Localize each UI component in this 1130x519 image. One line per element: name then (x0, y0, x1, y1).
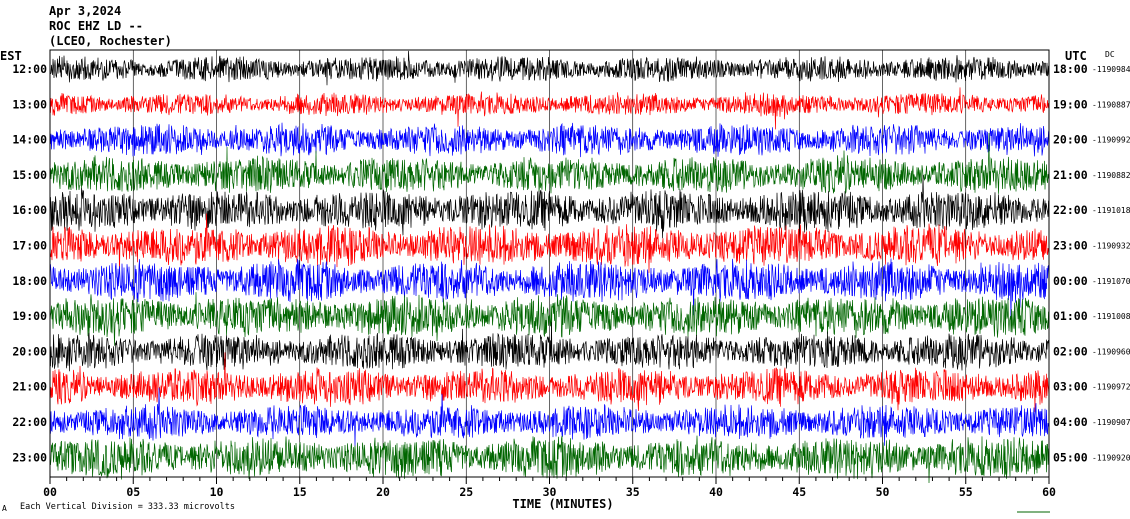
trace-1200 (49, 50, 1050, 86)
x-tick-label: 00 (43, 485, 57, 499)
x-tick-label: 10 (210, 485, 224, 499)
est-label: 21:00 (12, 380, 47, 394)
dc-value: -1191018 (1092, 206, 1130, 215)
trace-1700 (49, 213, 1050, 273)
dc-value: -1190887 (1092, 100, 1130, 109)
x-tick-label: 05 (126, 485, 140, 499)
utc-label: 19:00 (1053, 97, 1088, 111)
trace-2200 (49, 387, 1050, 447)
dc-label: DC (1105, 50, 1115, 59)
est-label: 18:00 (12, 274, 47, 288)
trace-1900 (49, 292, 1050, 346)
x-tick-label: 15 (293, 485, 307, 499)
x-tick-label: 60 (1042, 485, 1056, 499)
est-label: 12:00 (12, 62, 47, 76)
header-station: ROC EHZ LD -- (49, 19, 143, 33)
dc-value: -1190882 (1092, 171, 1130, 180)
header-date: Apr 3,2024 (49, 4, 121, 18)
x-axis-ticks: 00 05 10 15 20 25 30 35 40 45 50 55 60 (43, 477, 1056, 499)
x-tick-label: 20 (376, 485, 390, 499)
x-tick-label: 40 (709, 485, 723, 499)
dc-value: -1190972 (1092, 383, 1130, 392)
utc-label: 03:00 (1053, 380, 1088, 394)
est-label: 19:00 (12, 309, 47, 323)
x-tick-label: 35 (626, 485, 640, 499)
trace-2000 (49, 322, 1050, 372)
x-axis-label: TIME (MINUTES) (512, 497, 613, 511)
est-label: 16:00 (12, 203, 47, 217)
est-axis-label: EST (0, 49, 22, 63)
x-tick-label: 25 (459, 485, 473, 499)
row-labels: 12:00 18:00 -1190984 13:00 19:00 -1190887 14:0… (12, 62, 1130, 464)
x-tick-label: 55 (959, 485, 973, 499)
header-location: (LCEO, Rochester) (49, 34, 172, 48)
dc-value: -1191008 (1092, 312, 1130, 321)
scale-note: Each Vertical Division = 333.33 microvol… (20, 502, 235, 512)
utc-label: 02:00 (1053, 344, 1088, 358)
dc-value: -1190984 (1092, 65, 1130, 74)
dc-value: -1190907 (1092, 418, 1130, 427)
trace-1400 (49, 122, 1050, 158)
est-label: 15:00 (12, 168, 47, 182)
dc-value: -1190920 (1092, 453, 1130, 462)
utc-label: 18:00 (1053, 62, 1088, 76)
utc-label: 01:00 (1053, 309, 1088, 323)
time-grid (132, 50, 967, 477)
trace-2100 (49, 352, 1050, 413)
utc-label: 04:00 (1053, 415, 1088, 429)
trace-1500 (49, 132, 1050, 194)
dc-value: -1190992 (1092, 136, 1130, 145)
dc-value: -1190960 (1092, 347, 1130, 356)
est-label: 17:00 (12, 239, 47, 253)
x-tick-label: 45 (792, 485, 806, 499)
trace-lines (49, 50, 1050, 484)
utc-label: 20:00 (1053, 133, 1088, 147)
trace-2300 (49, 435, 1050, 484)
est-label: 22:00 (12, 415, 47, 429)
trace-1300 (49, 87, 1050, 130)
utc-label: 00:00 (1053, 274, 1088, 288)
utc-label: 21:00 (1053, 168, 1088, 182)
est-label: 20:00 (12, 344, 47, 358)
trace-1800 (49, 258, 1050, 324)
x-tick-label: 30 (543, 485, 557, 499)
est-label: 13:00 (12, 97, 47, 111)
utc-label: 05:00 (1053, 450, 1088, 464)
footer-mark: A (2, 504, 7, 513)
utc-axis-label: UTC (1065, 49, 1087, 63)
dc-value: -1190932 (1092, 242, 1130, 251)
utc-label: 23:00 (1053, 239, 1088, 253)
dc-value: -1191070 (1092, 277, 1130, 286)
utc-label: 22:00 (1053, 203, 1088, 217)
x-tick-label: 50 (876, 485, 890, 499)
est-label: 23:00 (12, 450, 47, 464)
est-label: 14:00 (12, 133, 47, 147)
trace-1600 (49, 174, 1050, 243)
